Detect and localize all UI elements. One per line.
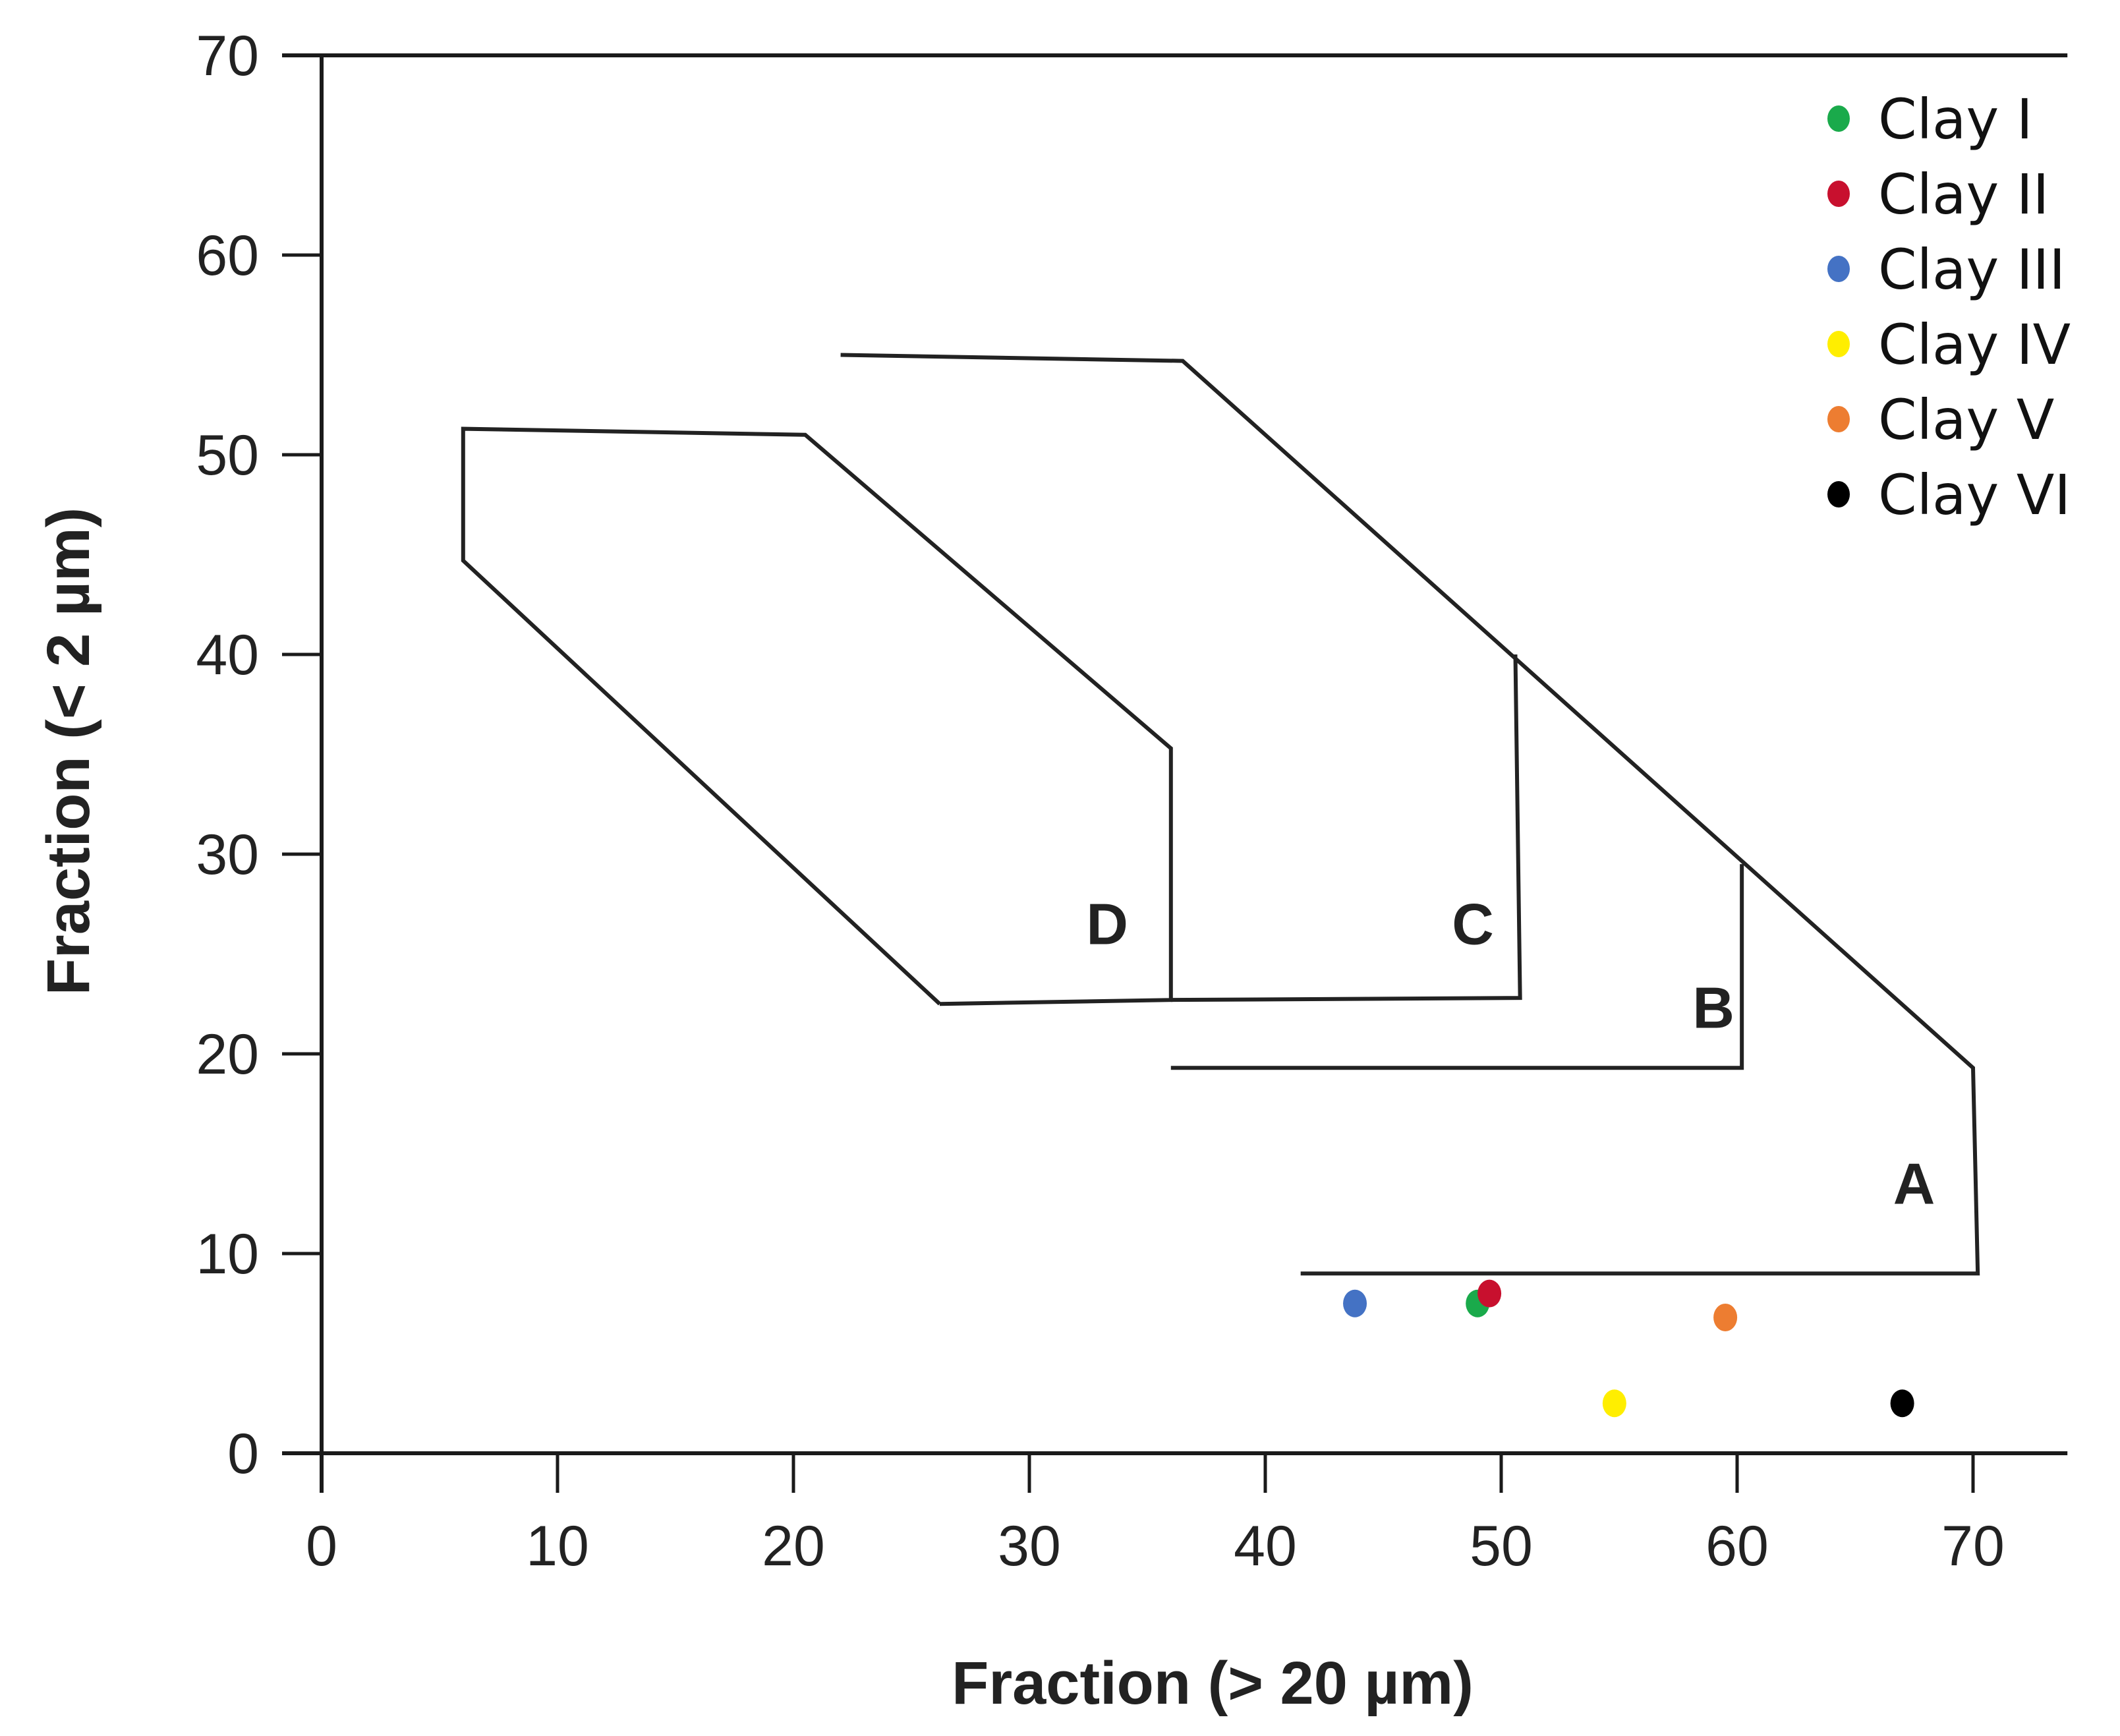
y-tick-label: 30	[196, 823, 259, 886]
y-tick-label: 20	[196, 1023, 259, 1086]
legend: Clay I Clay II Clay III Clay IV Clay V Clay V…	[1827, 87, 2071, 527]
x-tick-label: 50	[1470, 1515, 1533, 1578]
x-tick-label: 40	[1234, 1515, 1297, 1578]
y-tick-label: 50	[196, 424, 259, 487]
region-a-label: A	[1893, 1151, 1935, 1216]
y-tick-label: 60	[196, 224, 259, 287]
x-tick-label: 30	[998, 1515, 1061, 1578]
x-tick-label: 70	[1941, 1515, 2005, 1578]
x-tick-label: 60	[1705, 1515, 1769, 1578]
region-c-label: C	[1452, 891, 1494, 956]
y-axis-title: Fraction (< 2 µm)	[35, 507, 102, 996]
x-axis-title: Fraction (> 20 µm)	[952, 1650, 1474, 1717]
legend-marker	[1827, 331, 1850, 357]
y-tick-label: 0	[227, 1422, 259, 1486]
point-clay-iv	[1602, 1389, 1626, 1418]
legend-label: Clay I	[1878, 87, 2033, 152]
x-tick-label: 20	[762, 1515, 825, 1578]
legend-label: Clay II	[1878, 162, 2049, 227]
legend-label: Clay IV	[1878, 312, 2071, 377]
legend-label: Clay V	[1878, 388, 2054, 452]
point-clay-v	[1713, 1303, 1738, 1331]
regions: A B C D	[461, 353, 1980, 1276]
y-tick-label: 70	[196, 24, 259, 88]
region-d-boundary	[461, 426, 1173, 1006]
legend-marker	[1827, 105, 1850, 132]
legend-marker	[1827, 256, 1850, 282]
legend-marker	[1827, 406, 1850, 432]
region-b-label: B	[1692, 975, 1734, 1041]
x-tick-label: 10	[526, 1515, 589, 1578]
y-tick-label: 10	[196, 1223, 259, 1286]
x-tick-label: 0	[306, 1515, 337, 1578]
region-c-boundary	[1170, 654, 1522, 1002]
axes: 0 10 20 30 40 50 60 70 0 10 20 30 40 50 60 70	[196, 24, 2068, 1578]
legend-label: Clay VI	[1878, 463, 2071, 527]
region-d-label: D	[1086, 891, 1128, 956]
data-points	[1343, 1279, 1914, 1418]
legend-marker	[1827, 481, 1850, 507]
region-a-boundary	[840, 353, 1980, 1276]
region-b-boundary	[1170, 864, 1744, 1070]
point-clay-iii	[1343, 1289, 1367, 1317]
point-clay-vi	[1890, 1389, 1914, 1418]
legend-label: Clay III	[1878, 237, 2065, 302]
point-clay-ii	[1477, 1279, 1502, 1308]
legend-marker	[1827, 181, 1850, 207]
y-tick-label: 40	[196, 623, 259, 687]
